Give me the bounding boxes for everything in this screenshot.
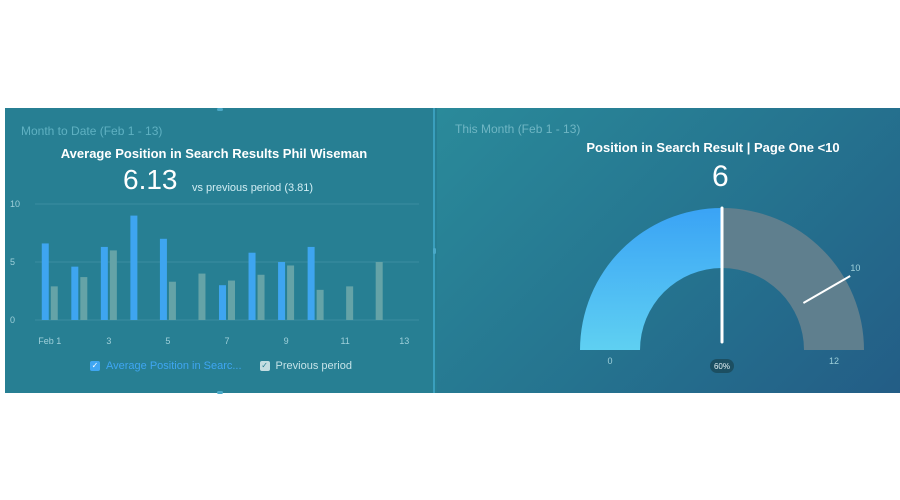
- dashboard: Month to Date (Feb 1 - 13) Average Posit…: [5, 108, 900, 394]
- bar-previous-period[interactable]: [198, 273, 206, 320]
- bar-average-position[interactable]: [159, 238, 167, 320]
- gauge-max-label: 12: [829, 356, 839, 366]
- y-tick-label: 0: [10, 315, 15, 325]
- legend-label: Average Position in Searc...: [106, 360, 242, 372]
- checkbox-icon[interactable]: ✓: [259, 361, 270, 371]
- bar-previous-period[interactable]: [375, 262, 383, 320]
- bar-previous-period[interactable]: [80, 277, 88, 320]
- y-tick-label: 5: [10, 257, 15, 267]
- bar-previous-period[interactable]: [50, 286, 58, 320]
- bar-chart-title: Average Position in Search Results Phil …: [60, 146, 368, 161]
- bar-average-position[interactable]: [130, 215, 138, 320]
- bar-chart: 0 5 10 Feb 1 3 5 7 9 11 13: [10, 199, 419, 346]
- x-tick-label: 5: [165, 336, 170, 346]
- gauge-panel[interactable]: This Month (Feb 1 - 13) Position in Sear…: [437, 108, 900, 393]
- bar-average-position[interactable]: [41, 243, 49, 320]
- bar-previous-period[interactable]: [346, 286, 354, 320]
- gauge-chart: 60% 0 10 12: [580, 206, 864, 373]
- bar-chart-value: 6.13: [123, 164, 178, 195]
- bar-average-position[interactable]: [100, 246, 108, 320]
- gauge-title: Position in Search Result | Page One <10: [586, 140, 840, 155]
- resize-handle-top[interactable]: [217, 108, 223, 111]
- gauge-percent-pill: [710, 359, 734, 373]
- x-tick-label: 9: [284, 336, 289, 346]
- x-tick-label: 13: [399, 336, 409, 346]
- x-tick-label: 7: [224, 336, 229, 346]
- gauge-target-label: 10: [850, 263, 860, 273]
- x-tick-label: 3: [106, 336, 111, 346]
- x-tick-label: 11: [340, 336, 349, 346]
- x-tick-label: Feb 1: [38, 336, 61, 346]
- legend-item-previous-period[interactable]: ✓ Previous period: [259, 360, 352, 372]
- bar-chart-legend: ✓ Average Position in Searc... ✓ Previou…: [90, 360, 370, 372]
- bar-chart-subtitle: Month to Date (Feb 1 - 13): [21, 124, 163, 138]
- bar-average-position[interactable]: [219, 285, 226, 320]
- bar-previous-period[interactable]: [228, 280, 235, 320]
- bar-previous-period[interactable]: [168, 281, 176, 320]
- bar-average-position[interactable]: [71, 266, 79, 320]
- bar-previous-period[interactable]: [287, 265, 295, 320]
- gauge-target-marker: [802, 275, 851, 304]
- gauge-value-arc: [580, 208, 722, 350]
- bar-chart-comparison: vs previous period (3.81): [192, 182, 314, 194]
- panel-divider-handle[interactable]: [433, 248, 436, 254]
- gauge-value: 6: [712, 160, 729, 193]
- bar-previous-period[interactable]: [257, 274, 265, 320]
- checkbox-icon[interactable]: ✓: [90, 361, 100, 371]
- gauge-subtitle: This Month (Feb 1 - 13): [455, 122, 581, 136]
- bar-previous-period[interactable]: [316, 289, 324, 320]
- bar-previous-period[interactable]: [109, 250, 117, 320]
- bar-average-position[interactable]: [278, 262, 286, 320]
- y-tick-label: 10: [10, 199, 20, 209]
- bar-chart-panel[interactable]: Month to Date (Feb 1 - 13) Average Posit…: [5, 108, 435, 394]
- gauge-remainder-arc: [722, 208, 864, 350]
- bar-average-position[interactable]: [248, 252, 256, 320]
- bar-average-position[interactable]: [307, 246, 315, 320]
- legend-item-average-position[interactable]: ✓ Average Position in Searc...: [90, 360, 242, 372]
- resize-handle-bottom[interactable]: [217, 391, 223, 394]
- legend-label: Previous period: [275, 360, 352, 372]
- gauge-min-label: 0: [607, 356, 612, 366]
- gauge-percent-label: 60%: [714, 362, 730, 371]
